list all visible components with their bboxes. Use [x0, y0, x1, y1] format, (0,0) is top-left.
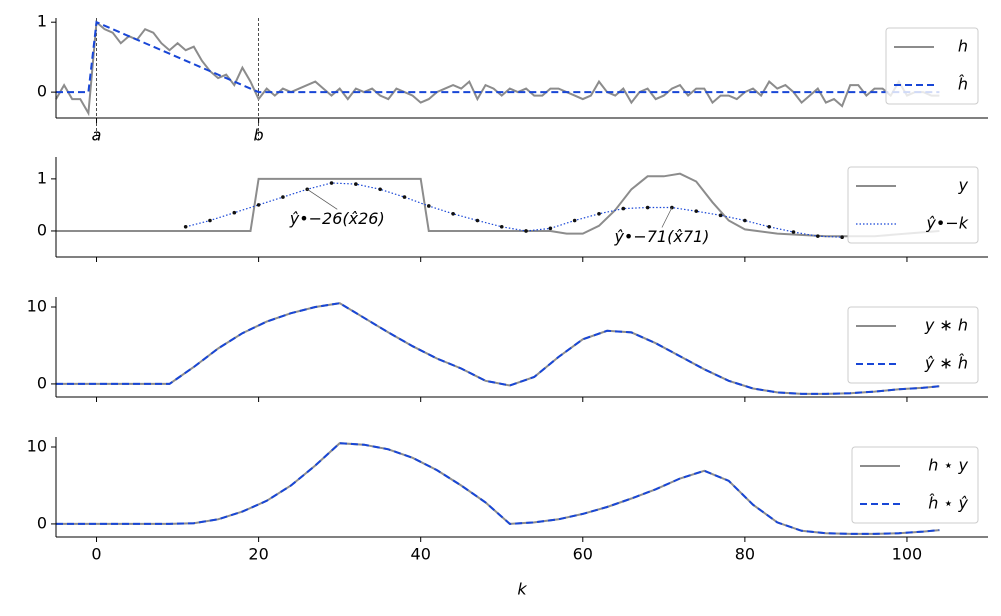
- y-tick-label: 10: [27, 437, 47, 456]
- legend-label: ĥ ⋆ ŷ: [928, 494, 968, 513]
- legend-label: ŷ•−k: [925, 214, 968, 233]
- x-tick-label: 20: [248, 545, 268, 564]
- annotation: ŷ•−71(x̂71): [613, 227, 709, 246]
- y-tick-label: 0: [37, 82, 47, 101]
- point: [597, 211, 601, 216]
- series-line: [56, 302, 940, 395]
- legend-label: y ∗ h: [924, 316, 968, 335]
- point: [232, 210, 237, 215]
- series-line: [56, 442, 940, 535]
- point: [281, 195, 285, 199]
- point: [402, 195, 407, 199]
- point: [451, 211, 455, 216]
- point: [329, 181, 334, 185]
- point: [524, 229, 528, 233]
- point: [427, 204, 431, 208]
- x-tick-label: 0: [91, 545, 101, 564]
- x-tick-label: a: [92, 126, 102, 145]
- point: [816, 234, 820, 238]
- legend-label: ĥ: [958, 75, 968, 94]
- x-tick-label: 80: [735, 545, 755, 564]
- y-tick-label: 1: [37, 168, 47, 187]
- x-tick-label: 100: [892, 545, 923, 564]
- point: [743, 218, 747, 223]
- y-tick-label: 10: [27, 297, 47, 316]
- x-tick-label: b: [254, 126, 264, 145]
- legend-label: y: [958, 176, 969, 195]
- series-line: [56, 302, 940, 395]
- legend-label: ŷ ∗ ĥ: [924, 354, 968, 373]
- y-tick-label: 0: [37, 373, 47, 392]
- point: [183, 224, 188, 229]
- annotation-arrow: [307, 189, 338, 210]
- series-line: [56, 20, 940, 94]
- point: [256, 203, 261, 207]
- point: [718, 213, 723, 218]
- point: [645, 205, 650, 210]
- y-tick-label: 0: [37, 513, 47, 532]
- point: [767, 224, 771, 229]
- point: [548, 226, 553, 231]
- point: [621, 206, 626, 211]
- point: [475, 218, 480, 223]
- legend-label: h: [958, 37, 968, 56]
- annotation: ŷ•−26(x̂26): [289, 209, 385, 228]
- series-line: [55, 20, 940, 117]
- series-line: [56, 442, 940, 535]
- point: [840, 235, 844, 240]
- x-axis-label: k: [517, 580, 527, 599]
- legend-label: h ⋆ y: [928, 456, 968, 475]
- point: [791, 230, 796, 234]
- annotation-arrow: [661, 207, 673, 228]
- series-line: [56, 172, 940, 238]
- series-line: [185, 182, 843, 238]
- point: [208, 218, 212, 223]
- point: [354, 182, 358, 186]
- x-tick-label: 40: [411, 545, 431, 564]
- point: [499, 224, 504, 229]
- point: [694, 209, 699, 213]
- y-tick-label: 0: [37, 220, 47, 239]
- y-tick-label: 1: [37, 12, 47, 31]
- x-tick-label: 60: [573, 545, 593, 564]
- point: [572, 218, 577, 223]
- point: [378, 187, 382, 192]
